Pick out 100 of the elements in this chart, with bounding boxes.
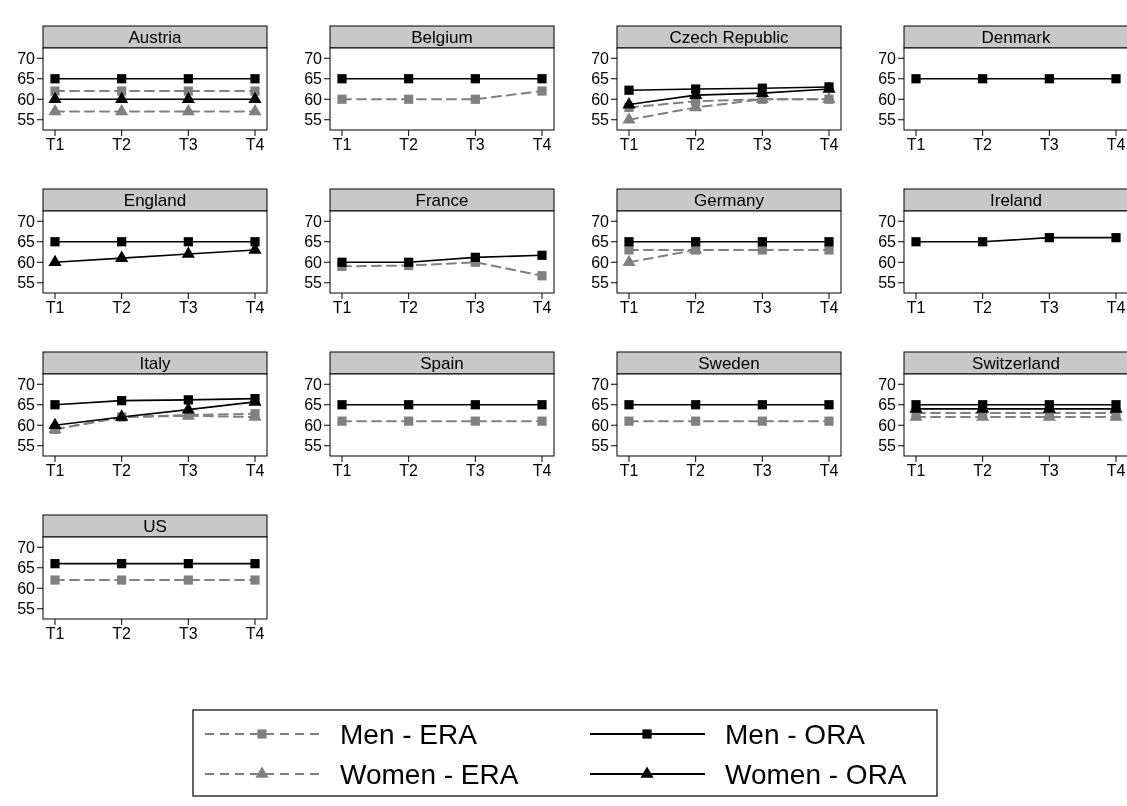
- y-tick-label: 60: [17, 579, 36, 597]
- x-tick-label: T2: [686, 299, 706, 316]
- y-tick-label: 65: [878, 233, 897, 251]
- x-tick-label: T1: [332, 299, 352, 316]
- y-tick-label: 70: [304, 212, 323, 230]
- x-tick-label: T3: [1040, 462, 1059, 479]
- chart-title: Austria: [128, 27, 182, 47]
- x-tick-label: T4: [819, 462, 839, 479]
- y-tick-label: 60: [17, 416, 36, 434]
- y-tick-label: 70: [17, 49, 36, 67]
- y-tick-label: 55: [304, 274, 323, 292]
- y-tick-label: 55: [591, 111, 610, 129]
- x-tick-label: T1: [45, 625, 65, 642]
- x-tick-label: T3: [753, 299, 772, 316]
- x-tick-label: T3: [753, 462, 772, 479]
- x-tick-label: T2: [112, 136, 132, 153]
- x-tick-label: T1: [45, 462, 65, 479]
- x-tick-label: T3: [466, 136, 485, 153]
- y-tick-label: 65: [304, 396, 323, 414]
- x-tick-label: T4: [819, 299, 839, 316]
- y-tick-label: 60: [591, 253, 610, 271]
- x-tick-label: T4: [1106, 136, 1126, 153]
- x-tick-label: T1: [906, 136, 926, 153]
- y-tick-label: 60: [304, 253, 323, 271]
- y-tick-label: 70: [591, 212, 610, 230]
- x-tick-label: T4: [819, 136, 839, 153]
- chart-title: England: [123, 190, 187, 210]
- y-tick-label: 65: [17, 559, 36, 577]
- x-tick-label: T4: [532, 136, 552, 153]
- chart-title: France: [415, 190, 469, 210]
- y-tick-label: 55: [17, 111, 36, 129]
- x-tick-label: T3: [1040, 136, 1059, 153]
- x-tick-label: T3: [179, 625, 198, 642]
- y-tick-label: 55: [304, 111, 323, 129]
- legend-label: Men - ERA: [340, 718, 478, 750]
- x-tick-label: T3: [1040, 299, 1059, 316]
- y-tick-label: 55: [878, 111, 897, 129]
- y-tick-label: 60: [878, 90, 897, 108]
- y-tick-label: 70: [591, 49, 610, 67]
- y-tick-label: 60: [591, 90, 610, 108]
- x-tick-label: T1: [906, 462, 926, 479]
- y-tick-label: 70: [878, 49, 897, 67]
- x-tick-label: T2: [686, 136, 706, 153]
- x-tick-label: T2: [973, 299, 993, 316]
- x-tick-label: T1: [619, 299, 639, 316]
- x-tick-label: T3: [179, 462, 198, 479]
- y-tick-label: 65: [17, 70, 36, 88]
- y-tick-label: 55: [591, 437, 610, 455]
- x-tick-label: T1: [45, 136, 65, 153]
- y-tick-label: 65: [878, 70, 897, 88]
- x-tick-label: T1: [906, 299, 926, 316]
- x-tick-label: T1: [619, 136, 639, 153]
- y-tick-label: 70: [17, 212, 36, 230]
- x-tick-label: T2: [112, 462, 132, 479]
- y-tick-label: 60: [17, 90, 36, 108]
- chart-title: Denmark: [981, 27, 1051, 47]
- y-tick-label: 60: [878, 253, 897, 271]
- x-tick-label: T4: [1106, 462, 1126, 479]
- y-tick-label: 60: [17, 253, 36, 271]
- y-tick-label: 60: [591, 416, 610, 434]
- x-tick-label: T1: [619, 462, 639, 479]
- x-tick-label: T4: [245, 299, 265, 316]
- x-tick-label: T3: [179, 299, 198, 316]
- y-tick-label: 60: [878, 416, 897, 434]
- x-tick-label: T1: [332, 136, 352, 153]
- y-tick-label: 55: [17, 437, 36, 455]
- chart-title: US: [143, 516, 167, 536]
- legend-label: Men - ORA: [725, 718, 866, 750]
- y-tick-label: 70: [591, 375, 610, 393]
- x-tick-label: T2: [399, 136, 419, 153]
- y-tick-label: 65: [591, 233, 610, 251]
- x-tick-label: T3: [466, 299, 485, 316]
- chart-title: Belgium: [411, 27, 473, 47]
- y-tick-label: 70: [304, 49, 323, 67]
- y-tick-label: 70: [878, 375, 897, 393]
- y-tick-label: 65: [591, 396, 610, 414]
- chart-title: Italy: [139, 353, 172, 373]
- x-tick-label: T4: [245, 462, 265, 479]
- y-tick-label: 65: [304, 70, 323, 88]
- y-tick-label: 70: [304, 375, 323, 393]
- x-tick-label: T4: [245, 625, 265, 642]
- chart-title: Czech Republic: [669, 27, 790, 47]
- x-tick-label: T4: [532, 299, 552, 316]
- x-tick-label: T3: [753, 136, 772, 153]
- chart-title: Switzerland: [972, 353, 1060, 373]
- x-tick-label: T2: [399, 462, 419, 479]
- y-tick-label: 65: [17, 233, 36, 251]
- x-tick-label: T2: [973, 462, 993, 479]
- chart-title: Germany: [694, 190, 765, 210]
- y-tick-label: 55: [304, 437, 323, 455]
- x-tick-label: T2: [399, 299, 419, 316]
- x-tick-label: T4: [1106, 299, 1126, 316]
- x-tick-label: T4: [532, 462, 552, 479]
- y-tick-label: 70: [17, 375, 36, 393]
- y-tick-label: 70: [878, 212, 897, 230]
- y-tick-label: 60: [304, 416, 323, 434]
- y-tick-label: 65: [17, 396, 36, 414]
- y-tick-label: 65: [304, 233, 323, 251]
- y-tick-label: 65: [591, 70, 610, 88]
- y-tick-label: 65: [878, 396, 897, 414]
